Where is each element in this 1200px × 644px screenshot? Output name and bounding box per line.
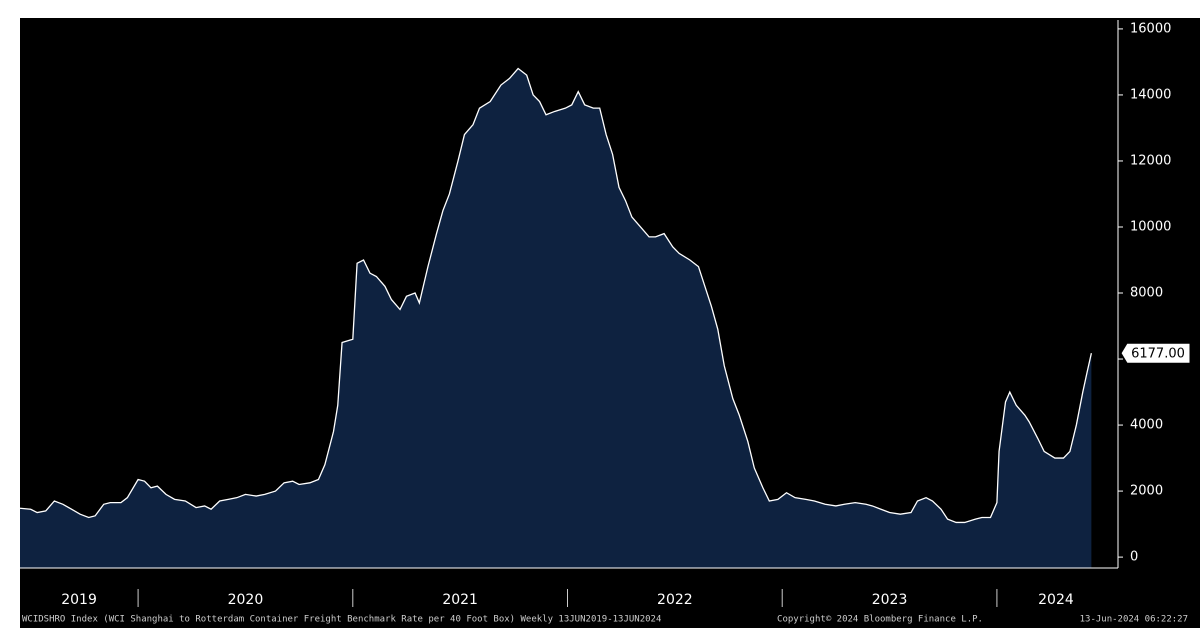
x-tick-label: 2021 [442, 592, 478, 608]
y-tick-label: 10000 [1130, 219, 1171, 234]
y-tick-label: 0 [1130, 550, 1138, 565]
x-tick-label: 2023 [872, 592, 908, 608]
line [19, 67, 1093, 524]
footer-copyright: Copyright© 2024 Bloomberg Finance L.P. [777, 615, 983, 625]
x-tick-label: 2022 [657, 592, 693, 608]
y-tick-label: 16000 [1130, 21, 1171, 36]
footer-left: WCIDSHRO Index (WCI Shanghai to Rotterda… [22, 615, 661, 625]
y-tick-label: 12000 [1130, 153, 1171, 168]
x-tick-label: 2024 [1038, 592, 1074, 608]
y-tick-label: 2000 [1130, 484, 1163, 499]
footer-timestamp: 13-Jun-2024 06:22:27 [1080, 615, 1188, 625]
x-tick-label: 2019 [61, 592, 97, 608]
last-value-label: 6177.00 [1131, 347, 1185, 362]
last-value-box [1120, 342, 1191, 364]
y-tick-label: 8000 [1130, 286, 1163, 301]
y-tick-label: 14000 [1130, 87, 1171, 102]
x-tick-label: 2020 [228, 592, 264, 608]
area-fill [20, 68, 1092, 568]
y-tick-label: 4000 [1130, 418, 1163, 433]
